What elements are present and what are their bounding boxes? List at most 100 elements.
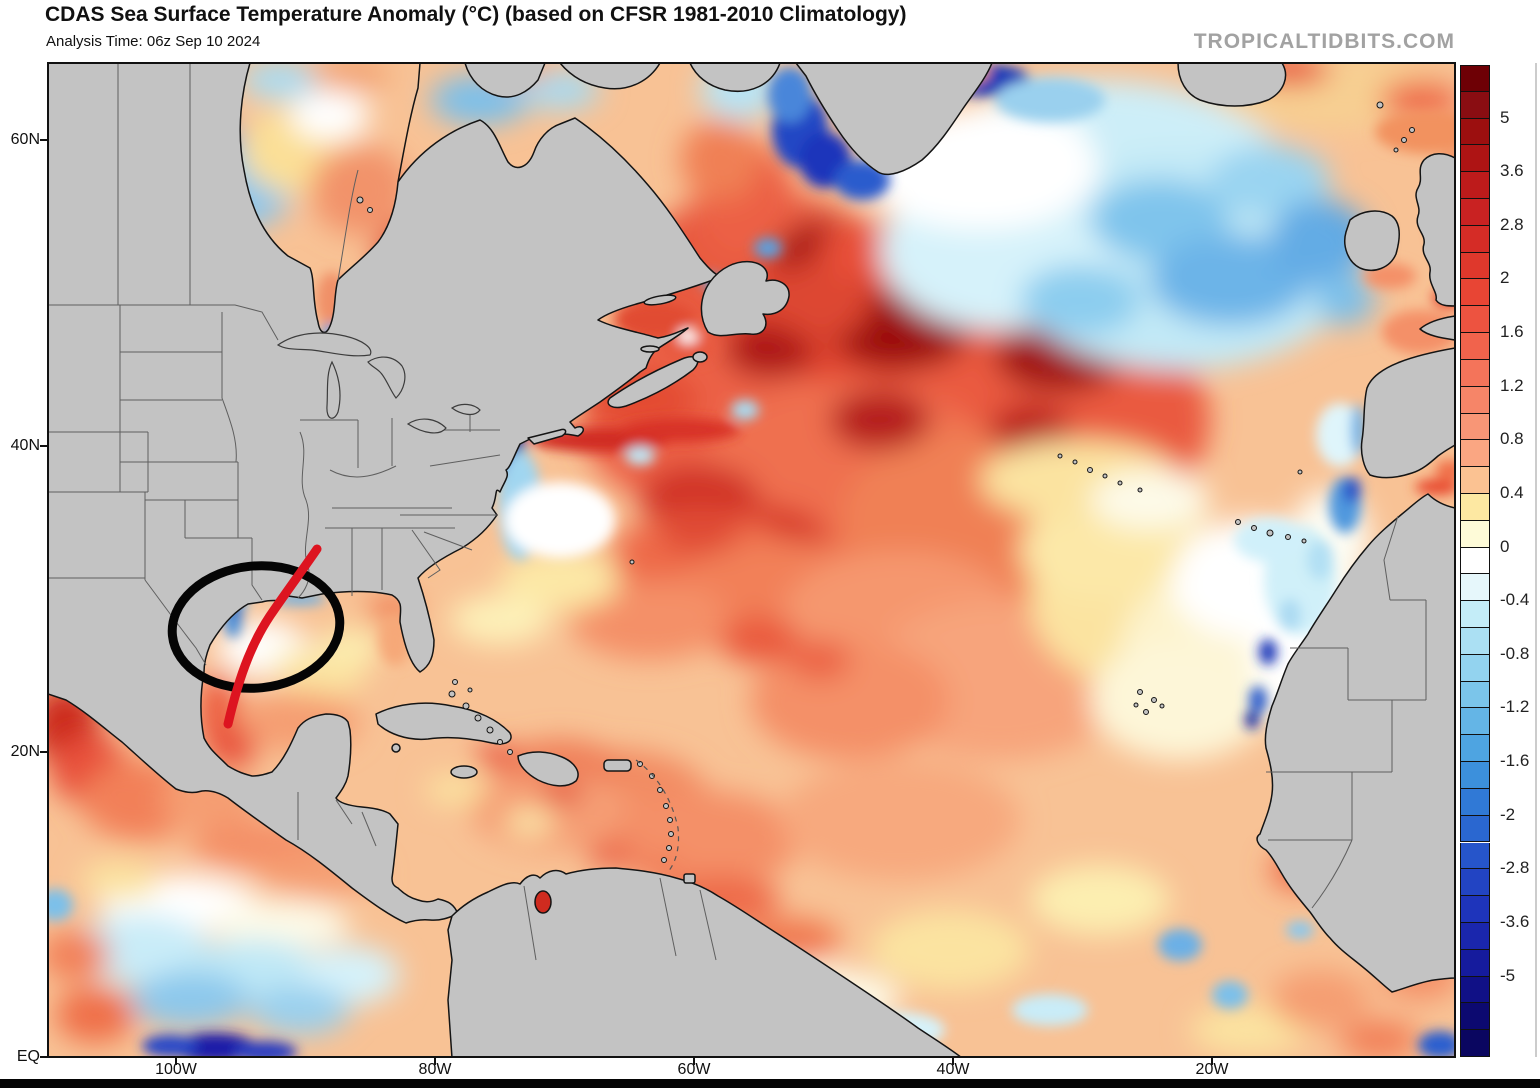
colorbar-cell xyxy=(1460,413,1490,441)
storm-track-annotation xyxy=(223,544,322,729)
colorbar-cell xyxy=(1460,842,1490,870)
land-nova-scotia xyxy=(607,356,699,409)
colorbar-cell xyxy=(1460,65,1490,92)
land-great-britain xyxy=(1415,153,1455,307)
colorbar-label: 1.6 xyxy=(1500,322,1524,342)
antilles-dashed-arc xyxy=(635,759,680,873)
land-cuba xyxy=(375,702,512,745)
lake-maracaibo xyxy=(534,890,552,914)
colorbar-cell xyxy=(1460,922,1490,950)
colorbar-label: -2 xyxy=(1500,804,1516,824)
land-ireland xyxy=(1344,210,1400,272)
colorbar-cell xyxy=(1460,815,1490,843)
colorbar-label: 0.4 xyxy=(1500,482,1524,502)
colorbar-cell xyxy=(1460,118,1490,146)
colorbar-cell xyxy=(1460,601,1490,628)
land-trinidad xyxy=(683,873,696,884)
land-anticosti xyxy=(643,294,677,306)
colorbar-cell xyxy=(1460,762,1490,789)
land-africa xyxy=(1256,493,1455,993)
land-iceland xyxy=(1177,63,1287,107)
colorbar-cell xyxy=(1460,91,1490,119)
lon-label-100w: 100W xyxy=(155,1061,197,1078)
colorbar-cell xyxy=(1460,252,1490,280)
lat-label-40n: 40N xyxy=(10,437,40,454)
colorbar-label: 2 xyxy=(1500,268,1510,288)
colorbar-cell xyxy=(1460,896,1490,923)
colorbar-cell xyxy=(1460,869,1490,897)
colorbar-cell xyxy=(1460,628,1490,655)
colorbar-cell xyxy=(1460,788,1490,816)
land-puerto-rico xyxy=(603,759,632,772)
colorbar-label: 0.8 xyxy=(1500,429,1524,449)
colorbar-cell xyxy=(1460,306,1490,334)
land-north-america xyxy=(48,63,725,924)
land-south-america xyxy=(447,867,962,1057)
lon-label-20w: 20W xyxy=(1195,1061,1229,1078)
land-jamaica xyxy=(450,765,478,779)
page-title: CDAS Sea Surface Temperature Anomaly (°C… xyxy=(45,3,907,26)
colorbar-label: -5 xyxy=(1500,965,1516,985)
analysis-time: Analysis Time: 06z Sep 10 2024 xyxy=(46,33,261,50)
land-iberia xyxy=(1360,347,1455,479)
colorbar-label: -2.8 xyxy=(1500,858,1530,878)
colorbar-cell xyxy=(1460,172,1490,200)
political-borders xyxy=(48,63,1427,961)
colorbar-cell xyxy=(1460,225,1490,253)
colorbar-label: 2.8 xyxy=(1500,214,1524,234)
land-newfoundland xyxy=(700,260,790,337)
colorbar xyxy=(1460,65,1490,1057)
land xyxy=(48,63,1455,1057)
axis-ticks xyxy=(40,139,1213,1065)
colorbar-cell xyxy=(1460,493,1490,521)
colorbar-cell xyxy=(1460,520,1490,548)
colorbar-cell xyxy=(1460,949,1490,977)
colorbar-cell xyxy=(1460,574,1490,602)
colorbar-cell xyxy=(1460,735,1490,763)
lat-label-eq: EQ xyxy=(16,1048,40,1065)
map-frame xyxy=(47,62,1456,1058)
colorbar-cell xyxy=(1460,279,1490,307)
great-lakes xyxy=(276,332,481,434)
colorbar-label: -1.2 xyxy=(1500,697,1530,717)
colorbar-label: 5 xyxy=(1500,107,1510,127)
land-baffin xyxy=(559,63,661,90)
island-specks xyxy=(356,101,1415,863)
colorbar-cell xyxy=(1460,976,1490,1004)
land-long-island xyxy=(527,428,567,445)
colorbar-label: 0 xyxy=(1500,536,1510,556)
watermark: TROPICALTIDBITS.COM xyxy=(1193,30,1455,53)
colorbar-cell xyxy=(1460,654,1490,682)
anomaly-field-large xyxy=(48,63,1455,1057)
colorbar-label: 3.6 xyxy=(1500,161,1524,181)
lon-label-40w: 40W xyxy=(936,1061,970,1078)
lat-label-60n: 60N xyxy=(10,131,40,148)
colorbar-cell xyxy=(1460,386,1490,414)
colorbar-cell xyxy=(1460,145,1490,173)
colorbar-cell xyxy=(1460,547,1490,575)
colorbar-cell xyxy=(1460,359,1490,387)
colorbar-cell xyxy=(1460,467,1490,494)
colorbar-cell xyxy=(1460,440,1490,468)
colorbar-label: -3.6 xyxy=(1500,911,1530,931)
colorbar-label: -0.8 xyxy=(1500,643,1530,663)
lon-label-60w: 60W xyxy=(677,1061,711,1078)
colorbar-cell xyxy=(1460,681,1490,709)
land-cape-breton xyxy=(692,351,708,363)
land-pei xyxy=(640,345,660,353)
bottom-black-bar xyxy=(0,1079,1540,1088)
colorbar-cell xyxy=(1460,333,1490,360)
lat-label-20n: 20N xyxy=(10,743,40,760)
colorbar-cell xyxy=(1460,199,1490,226)
land-isle-of-youth xyxy=(391,743,401,753)
colorbar-cell xyxy=(1460,1003,1490,1031)
colorbar-cell xyxy=(1460,1030,1490,1057)
lon-label-80w: 80W xyxy=(418,1061,452,1078)
colorbar-label: -1.6 xyxy=(1500,751,1530,771)
land-hispaniola xyxy=(517,751,579,787)
land-greenland xyxy=(795,63,993,176)
land-baffin2 xyxy=(689,63,781,92)
land-brittany xyxy=(1419,315,1455,341)
